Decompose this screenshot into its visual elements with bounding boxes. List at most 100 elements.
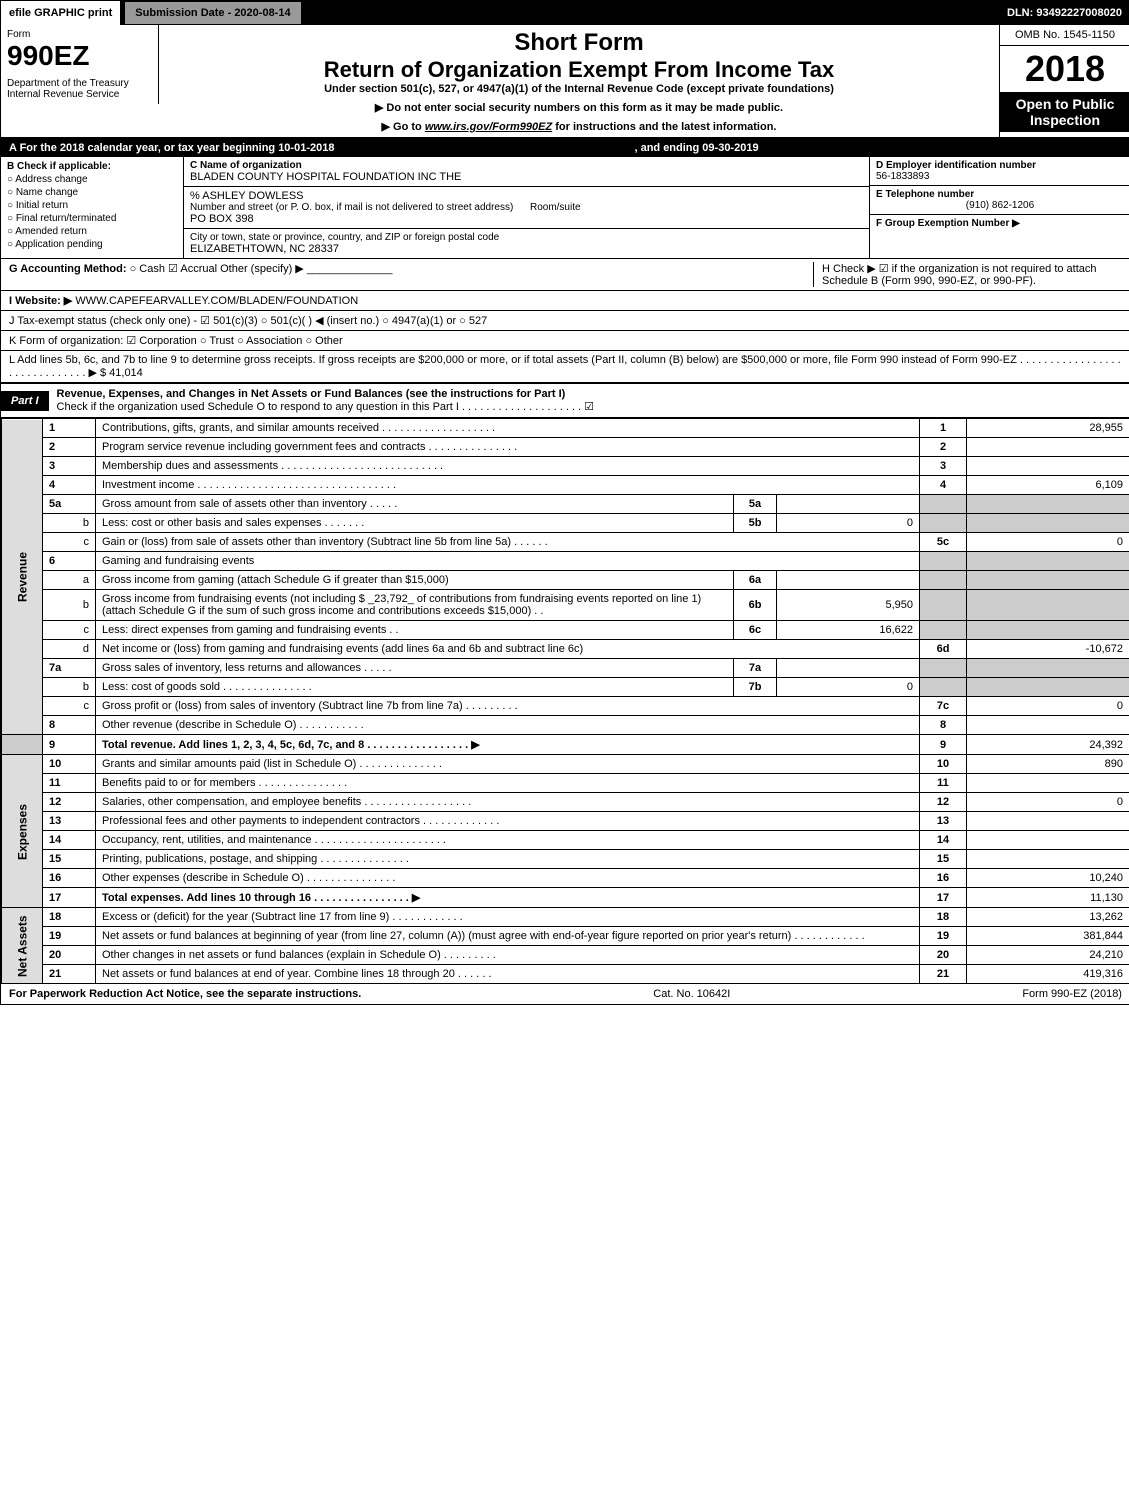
row-13-amt — [967, 812, 1129, 831]
check-name-change[interactable]: Name change — [7, 187, 177, 198]
section-def: D Employer identification number 56-1833… — [870, 157, 1129, 258]
row-6a-desc: Gross income from gaming (attach Schedul… — [96, 571, 734, 590]
check-amended-return[interactable]: Amended return — [7, 226, 177, 237]
paperwork-notice: For Paperwork Reduction Act Notice, see … — [9, 988, 361, 1000]
efile-print-label[interactable]: efile GRAPHIC print — [1, 1, 120, 25]
row-7c-amt: 0 — [967, 697, 1129, 716]
section-b-title: B Check if applicable: — [7, 161, 177, 172]
row-12-amt: 0 — [967, 793, 1129, 812]
irs-link[interactable]: www.irs.gov/Form990EZ — [425, 121, 552, 133]
right-header-box: OMB No. 1545-1150 2018 Open to Public In… — [1000, 25, 1129, 137]
phone-label: E Telephone number — [876, 189, 974, 200]
line-k: K Form of organization: ☑ Corporation ○ … — [1, 331, 1129, 351]
city-value: ELIZABETHTOWN, NC 28337 — [190, 243, 339, 255]
row-6c-amt: 16,622 — [777, 621, 920, 640]
section-b: B Check if applicable: Address change Na… — [1, 157, 184, 258]
submission-date-button[interactable]: Submission Date - 2020-08-14 — [124, 1, 301, 25]
row-5a-amt — [777, 495, 920, 514]
netassets-side-label: Net Assets — [2, 908, 43, 984]
omb-number: OMB No. 1545-1150 — [1000, 25, 1129, 46]
group-exemption-label: F Group Exemption Number ▶ — [876, 218, 1020, 229]
row-3-desc: Membership dues and assessments . . . . … — [96, 457, 920, 476]
row-5b-desc: Less: cost or other basis and sales expe… — [96, 514, 734, 533]
footer-row: For Paperwork Reduction Act Notice, see … — [1, 984, 1129, 1004]
ein-value: 56-1833893 — [876, 171, 929, 182]
info-grid: B Check if applicable: Address change Na… — [1, 157, 1129, 259]
check-initial-return[interactable]: Initial return — [7, 200, 177, 211]
row-13-desc: Professional fees and other payments to … — [96, 812, 920, 831]
website-label: I Website: ▶ — [9, 295, 72, 307]
expenses-side-label: Expenses — [2, 755, 43, 908]
row-11-desc: Benefits paid to or for members . . . . … — [96, 774, 920, 793]
row-5a-desc: Gross amount from sale of assets other t… — [96, 495, 734, 514]
instructions-note: ▶ Go to www.irs.gov/Form990EZ for instru… — [169, 120, 989, 133]
care-of: % ASHLEY DOWLESS — [190, 190, 304, 202]
row-6d-desc: Net income or (loss) from gaming and fun… — [96, 640, 920, 659]
short-form-title: Short Form — [169, 29, 989, 57]
accounting-cash[interactable]: Cash — [130, 263, 165, 275]
row-6d-amt: -10,672 — [967, 640, 1129, 659]
row-5c-desc: Gain or (loss) from sale of assets other… — [96, 533, 920, 552]
row-17-desc: Total expenses. Add lines 10 through 16 … — [96, 888, 920, 908]
row-11-amt — [967, 774, 1129, 793]
row-5c-amt: 0 — [967, 533, 1129, 552]
line-h-text: H Check ▶ ☑ if the organization is not r… — [813, 262, 1122, 287]
catalog-number: Cat. No. 10642I — [653, 988, 730, 1000]
financial-table: Revenue 1 Contributions, gifts, grants, … — [1, 418, 1129, 984]
city-label: City or town, state or province, country… — [190, 232, 499, 243]
row-15-desc: Printing, publications, postage, and shi… — [96, 850, 920, 869]
row-9-amt: 24,392 — [967, 735, 1129, 755]
header-row: Form 990EZ Department of the Treasury In… — [1, 25, 1129, 139]
org-name-label: C Name of organization — [190, 160, 302, 171]
row-10-desc: Grants and similar amounts paid (list in… — [96, 755, 920, 774]
row-15-amt — [967, 850, 1129, 869]
accounting-accrual[interactable]: Accrual — [168, 263, 217, 275]
street-value: PO BOX 398 — [190, 213, 254, 225]
part1-header: Part I Revenue, Expenses, and Changes in… — [1, 384, 1129, 418]
line-g-label: G Accounting Method: — [9, 263, 127, 275]
street-label: Number and street (or P. O. box, if mail… — [190, 202, 513, 213]
revenue-side-label: Revenue — [2, 419, 43, 735]
section-c: C Name of organization BLADEN COUNTY HOS… — [184, 157, 870, 258]
form-reference: Form 990-EZ (2018) — [1022, 988, 1122, 1000]
department-box: Department of the Treasury Internal Reve… — [1, 76, 159, 104]
row-6b-amt: 5,950 — [777, 590, 920, 621]
row-6c-desc: Less: direct expenses from gaming and fu… — [96, 621, 734, 640]
line-i: I Website: ▶ WWW.CAPEFEARVALLEY.COM/BLAD… — [1, 291, 1129, 311]
row-21-amt: 419,316 — [967, 965, 1129, 984]
tax-year-end: , and ending 09-30-2019 — [634, 142, 758, 154]
row-7a-desc: Gross sales of inventory, less returns a… — [96, 659, 734, 678]
dept-irs: Internal Revenue Service — [7, 89, 152, 100]
check-application-pending[interactable]: Application pending — [7, 239, 177, 250]
row-7b-amt: 0 — [777, 678, 920, 697]
accounting-other[interactable]: Other (specify) ▶ — [220, 263, 304, 275]
top-bar: efile GRAPHIC print Submission Date - 20… — [1, 1, 1129, 25]
ein-label: D Employer identification number — [876, 160, 1036, 171]
dept-treasury: Department of the Treasury — [7, 78, 152, 89]
row-4-desc: Investment income . . . . . . . . . . . … — [96, 476, 920, 495]
room-label: Room/suite — [530, 202, 581, 213]
org-name-value: BLADEN COUNTY HOSPITAL FOUNDATION INC TH… — [190, 171, 461, 183]
row-4-amt: 6,109 — [967, 476, 1129, 495]
dln-label: DLN: 93492227008020 — [999, 1, 1129, 25]
inspection-badge: Open to Public Inspection — [1000, 92, 1129, 132]
row-18-amt: 13,262 — [967, 908, 1129, 927]
form-number-box: Form 990EZ — [1, 25, 159, 76]
check-final-return[interactable]: Final return/terminated — [7, 213, 177, 224]
row-14-desc: Occupancy, rent, utilities, and maintena… — [96, 831, 920, 850]
check-address-change[interactable]: Address change — [7, 174, 177, 185]
website-value[interactable]: WWW.CAPEFEARVALLEY.COM/BLADEN/FOUNDATION — [75, 295, 358, 307]
tax-year-row: A For the 2018 calendar year, or tax yea… — [1, 139, 1129, 157]
line-l: L Add lines 5b, 6c, and 7b to line 9 to … — [1, 351, 1129, 384]
line-j: J Tax-exempt status (check only one) - ☑… — [1, 311, 1129, 331]
line-g-h: G Accounting Method: Cash Accrual Other … — [1, 259, 1129, 291]
part1-tag: Part I — [1, 391, 49, 411]
row-2-desc: Program service revenue including govern… — [96, 438, 920, 457]
row-8-desc: Other revenue (describe in Schedule O) .… — [96, 716, 920, 735]
title-box: Short Form Return of Organization Exempt… — [159, 25, 1000, 137]
part1-check-note: Check if the organization used Schedule … — [57, 401, 595, 413]
row-21-desc: Net assets or fund balances at end of ye… — [96, 965, 920, 984]
row-14-amt — [967, 831, 1129, 850]
row-9-desc: Total revenue. Add lines 1, 2, 3, 4, 5c,… — [96, 735, 920, 755]
row-5b-amt: 0 — [777, 514, 920, 533]
